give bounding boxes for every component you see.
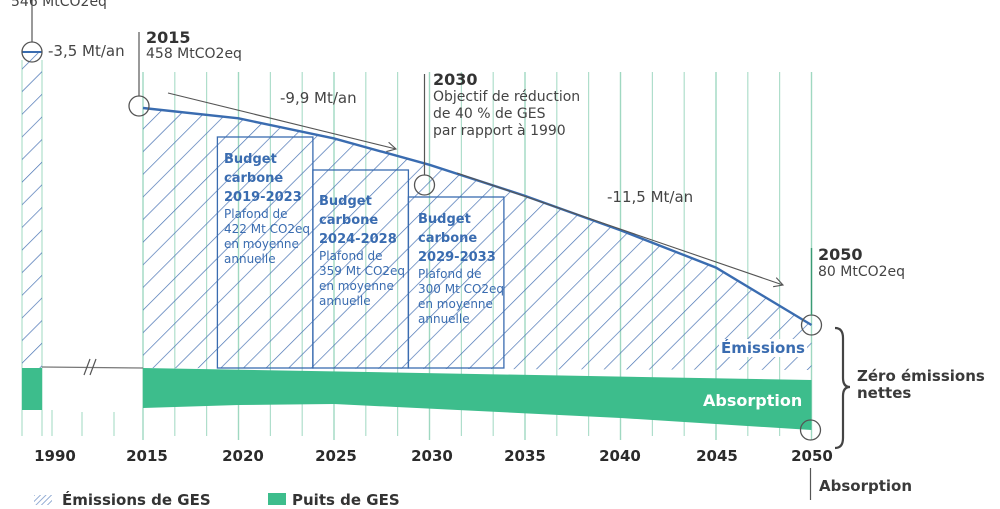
objective-line-1: Objectif de réduction bbox=[433, 89, 581, 105]
label-1990-rate: -3,5 Mt/an bbox=[48, 42, 125, 60]
absorption-1990-bar bbox=[22, 368, 42, 410]
legend-item-emissions: Émissions de GES bbox=[34, 491, 211, 509]
label-2030-year: 2030 bbox=[433, 70, 478, 89]
zero-net-line-2: nettes bbox=[857, 384, 912, 402]
axis-break-mark bbox=[89, 358, 97, 376]
budget-3-l4: annuelle bbox=[418, 312, 470, 326]
emissions-label: Émissions bbox=[719, 339, 807, 357]
label-2050-value: 80 MtCO2eq bbox=[818, 264, 906, 280]
label-2015-year: 2015 bbox=[146, 28, 191, 47]
trend-arrow-2030-2050-head bbox=[773, 277, 785, 288]
label-2015-value: 458 MtCO2eq bbox=[146, 46, 242, 62]
absorption-2050-label: Absorption bbox=[819, 477, 913, 495]
absorption-label: Absorption bbox=[703, 391, 803, 410]
axis-break-mark bbox=[83, 358, 91, 376]
budget-2-text: Budget carbone 2024-2028 Plafond de 359 … bbox=[319, 192, 405, 309]
zero-net-label: Zéro émissions nettes bbox=[857, 368, 985, 402]
budget-2-l1: Plafond de bbox=[319, 249, 383, 263]
x-tick-2035: 2035 bbox=[504, 447, 546, 465]
legend-item-sinks: Puits de GES bbox=[268, 491, 400, 509]
x-tick-2020: 2020 bbox=[222, 447, 264, 465]
budget-1-period: 2019-2023 bbox=[224, 190, 302, 205]
x-tick-2050: 2050 bbox=[791, 447, 833, 465]
budget-1-l1: Plafond de bbox=[224, 207, 288, 221]
legend-label-sinks: Puits de GES bbox=[292, 491, 400, 509]
label-2050-year: 2050 bbox=[818, 245, 863, 264]
budget-3-l3: en moyenne bbox=[418, 297, 493, 311]
budget-2-title2: carbone bbox=[319, 213, 379, 228]
budget-box-2029-2033 bbox=[407, 196, 505, 369]
budget-1-l4: annuelle bbox=[224, 252, 276, 266]
budget-2-l4: annuelle bbox=[319, 294, 371, 308]
x-tick-2040: 2040 bbox=[599, 447, 641, 465]
x-tick-2030: 2030 bbox=[411, 447, 453, 465]
budget-1-l2: 422 Mt CO2eq bbox=[224, 222, 311, 236]
budget-2-period: 2024-2028 bbox=[319, 232, 397, 247]
budget-2-title1: Budget bbox=[319, 194, 372, 209]
budget-1-l3: en moyenne bbox=[224, 237, 299, 251]
label-2030-objective: Objectif de réduction de 40 % de GES par… bbox=[433, 89, 580, 140]
emissions-1990-area bbox=[22, 52, 42, 368]
objective-line-2: de 40 % de GES bbox=[433, 106, 546, 122]
x-tick-2025: 2025 bbox=[315, 447, 357, 465]
x-tick-2015: 2015 bbox=[126, 447, 168, 465]
budget-1-title1: Budget bbox=[224, 152, 277, 167]
budget-2-l3: en moyenne bbox=[319, 279, 394, 293]
trend-arrow-2015-2030-head bbox=[386, 141, 398, 153]
trend-arrow-2030-2050 bbox=[456, 172, 784, 286]
label-2030-rate: -11,5 Mt/an bbox=[607, 188, 694, 206]
budget-3-text: Budget carbone 2029-2033 Plafond de 300 … bbox=[418, 210, 504, 327]
marker-2015 bbox=[128, 95, 150, 117]
trend-arrow-2015-2030 bbox=[167, 92, 397, 150]
label-2015-rate: -9,9 Mt/an bbox=[280, 89, 357, 107]
x-tick-1990: 1990 bbox=[34, 447, 76, 465]
x-tick-2045: 2045 bbox=[696, 447, 738, 465]
budget-3-period: 2029-2033 bbox=[418, 250, 496, 265]
emissions-area bbox=[143, 108, 812, 370]
annotations bbox=[21, 0, 851, 500]
objective-line-3: par rapport à 1990 bbox=[433, 123, 566, 139]
zero-net-line-1: Zéro émissions bbox=[857, 367, 985, 385]
budget-3-title2: carbone bbox=[418, 231, 478, 246]
legend-solid-swatch bbox=[268, 493, 286, 505]
absorption-area bbox=[143, 368, 812, 430]
legend-label-emissions: Émissions de GES bbox=[62, 491, 211, 509]
budget-2-l2: 359 Mt CO2eq bbox=[319, 264, 406, 278]
budget-3-l1: Plafond de bbox=[418, 267, 482, 281]
marker-2050-absorption bbox=[799, 419, 822, 441]
label-1990-value: 546 MtCO2eq bbox=[11, 0, 107, 10]
legend-hatch-swatch bbox=[34, 495, 52, 505]
areas bbox=[22, 51, 813, 430]
budget-1-text: Budget carbone 2019-2023 Plafond de 422 … bbox=[224, 150, 310, 267]
zero-net-brace bbox=[834, 326, 851, 450]
budget-boxes bbox=[216, 136, 505, 369]
budget-3-l2: 300 Mt CO2eq bbox=[418, 282, 505, 296]
budget-1-title2: carbone bbox=[224, 171, 284, 186]
budget-3-title1: Budget bbox=[418, 212, 471, 227]
